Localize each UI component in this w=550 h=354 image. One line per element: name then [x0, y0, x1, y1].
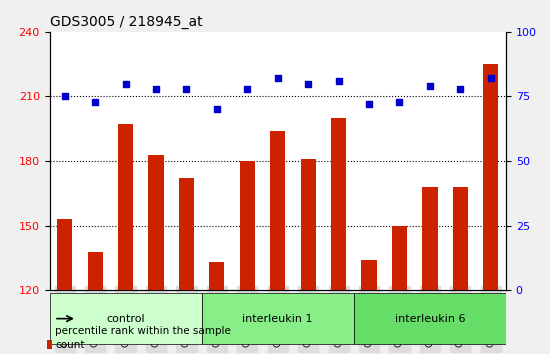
Bar	[148, 155, 164, 290]
Point	[243, 86, 252, 92]
Text: GDS3005 / 218945_at: GDS3005 / 218945_at	[50, 16, 202, 29]
Bar	[301, 159, 316, 290]
Point	[426, 83, 434, 89]
Text: percentile rank within the sample: percentile rank within the sample	[55, 326, 231, 336]
Bar	[179, 178, 194, 290]
Point	[304, 81, 312, 86]
Text: count: count	[55, 341, 85, 350]
Bar	[392, 226, 407, 290]
Bar	[240, 161, 255, 290]
Point	[60, 94, 69, 99]
FancyBboxPatch shape	[354, 293, 506, 344]
Bar	[331, 118, 346, 290]
Bar	[453, 187, 468, 290]
Point	[121, 81, 130, 86]
Point	[182, 86, 191, 92]
Bar	[422, 187, 438, 290]
Point	[152, 86, 161, 92]
FancyBboxPatch shape	[50, 293, 202, 344]
Point	[273, 75, 282, 81]
Text: interleukin 6: interleukin 6	[395, 314, 465, 324]
Bar	[87, 252, 103, 290]
Point	[212, 107, 221, 112]
Bar	[57, 219, 73, 290]
Point	[395, 99, 404, 104]
Bar	[483, 64, 498, 290]
Point	[486, 75, 495, 81]
FancyBboxPatch shape	[202, 293, 354, 344]
Point	[91, 99, 100, 104]
Point	[365, 101, 373, 107]
Point	[456, 86, 465, 92]
Bar	[209, 262, 224, 290]
Point	[334, 78, 343, 84]
Bar	[118, 125, 133, 290]
Bar	[270, 131, 285, 290]
Text: interleukin 1: interleukin 1	[243, 314, 313, 324]
Text: control: control	[106, 314, 145, 324]
Bar	[361, 260, 377, 290]
